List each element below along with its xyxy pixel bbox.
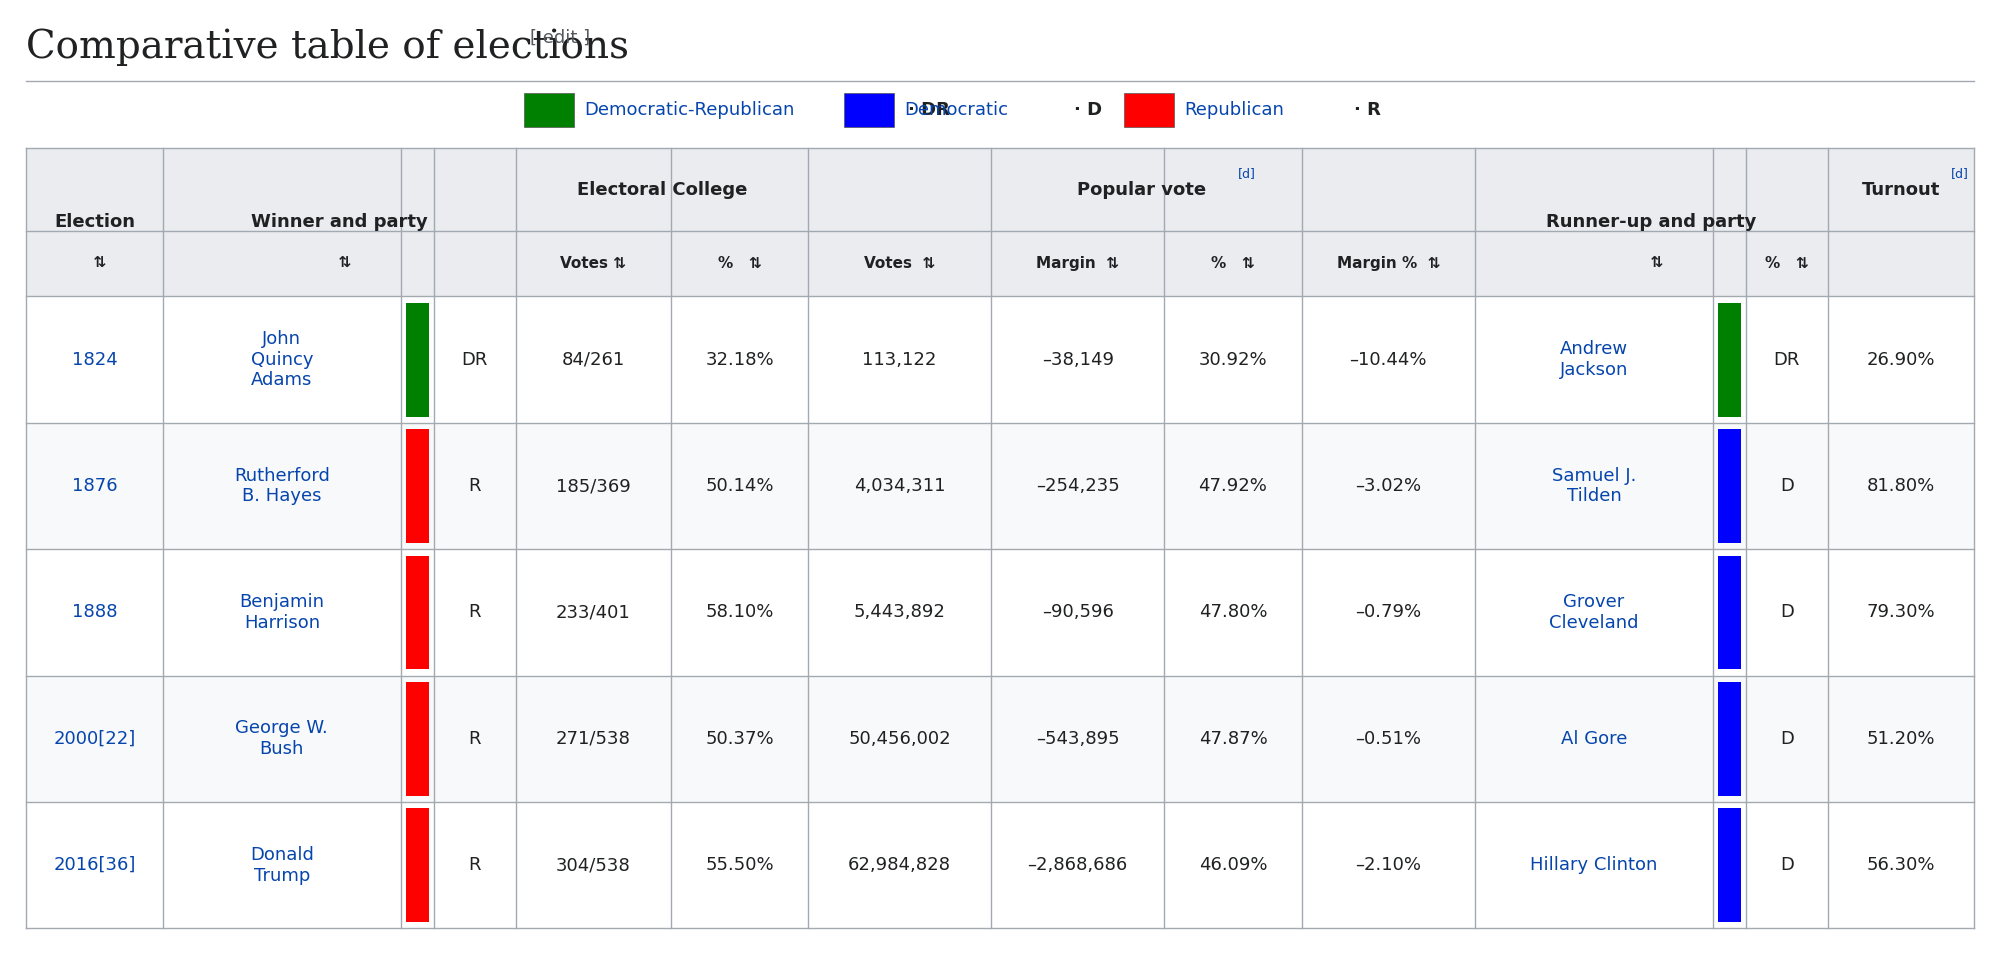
Text: –254,235: –254,235 — [1036, 477, 1120, 495]
Text: Donald
Trump: Donald Trump — [250, 846, 314, 884]
Text: 62,984,828: 62,984,828 — [848, 857, 950, 874]
Text: D: D — [1780, 730, 1794, 747]
Text: 185/369: 185/369 — [556, 477, 630, 495]
Text: 5,443,892: 5,443,892 — [854, 603, 946, 621]
Text: –10.44%: –10.44% — [1350, 350, 1428, 368]
Text: –0.51%: –0.51% — [1356, 730, 1422, 747]
Text: Andrew
Jackson: Andrew Jackson — [1560, 341, 1628, 379]
Text: 47.80%: 47.80% — [1198, 603, 1268, 621]
Text: · D: · D — [1074, 101, 1102, 119]
Text: 50.14%: 50.14% — [706, 477, 774, 495]
Text: Republican: Republican — [1184, 101, 1284, 119]
Text: Margin  ⇅: Margin ⇅ — [1036, 256, 1120, 271]
Text: Votes ⇅: Votes ⇅ — [560, 256, 626, 271]
Text: –2.10%: –2.10% — [1356, 857, 1422, 874]
Text: DR: DR — [462, 350, 488, 368]
Text: %   ⇅: % ⇅ — [718, 256, 762, 271]
Text: Margin %  ⇅: Margin % ⇅ — [1336, 256, 1440, 271]
Text: Hillary Clinton: Hillary Clinton — [1530, 857, 1658, 874]
Text: ⇅: ⇅ — [82, 256, 106, 271]
Text: 51.20%: 51.20% — [1866, 730, 1936, 747]
Text: 4,034,311: 4,034,311 — [854, 477, 946, 495]
Text: 81.80%: 81.80% — [1866, 477, 1936, 495]
Text: 47.92%: 47.92% — [1198, 477, 1268, 495]
Text: 304/538: 304/538 — [556, 857, 630, 874]
Text: Electoral College: Electoral College — [576, 181, 748, 199]
Text: DR: DR — [1774, 350, 1800, 368]
Text: Runner-up and party: Runner-up and party — [1546, 213, 1756, 232]
Text: 50,456,002: 50,456,002 — [848, 730, 950, 747]
Text: Rutherford
B. Hayes: Rutherford B. Hayes — [234, 467, 330, 505]
Text: D: D — [1780, 477, 1794, 495]
Text: –3.02%: –3.02% — [1356, 477, 1422, 495]
Text: Grover
Cleveland: Grover Cleveland — [1550, 593, 1638, 632]
Text: 79.30%: 79.30% — [1866, 603, 1936, 621]
Text: Samuel J.
Tilden: Samuel J. Tilden — [1552, 467, 1636, 505]
Text: Democratic-Republican: Democratic-Republican — [584, 101, 794, 119]
Text: [ edit ]: [ edit ] — [530, 29, 590, 47]
Text: Votes  ⇅: Votes ⇅ — [864, 256, 936, 271]
Text: Election: Election — [54, 213, 136, 232]
Text: 1824: 1824 — [72, 350, 118, 368]
Text: 1876: 1876 — [72, 477, 118, 495]
Text: 233/401: 233/401 — [556, 603, 630, 621]
Text: 1888: 1888 — [72, 603, 118, 621]
Text: R: R — [468, 603, 480, 621]
Text: · DR: · DR — [908, 101, 950, 119]
Text: 47.87%: 47.87% — [1198, 730, 1268, 747]
Text: 26.90%: 26.90% — [1866, 350, 1936, 368]
Text: 30.92%: 30.92% — [1198, 350, 1268, 368]
Text: Turnout: Turnout — [1862, 181, 1940, 199]
Text: –38,149: –38,149 — [1042, 350, 1114, 368]
Text: 113,122: 113,122 — [862, 350, 936, 368]
Text: 271/538: 271/538 — [556, 730, 630, 747]
Text: 2000[22]: 2000[22] — [54, 730, 136, 747]
Text: George W.
Bush: George W. Bush — [236, 720, 328, 758]
Text: –0.79%: –0.79% — [1356, 603, 1422, 621]
Text: ⇅: ⇅ — [1640, 256, 1664, 271]
Text: –90,596: –90,596 — [1042, 603, 1114, 621]
Text: D: D — [1780, 857, 1794, 874]
Text: Al Gore: Al Gore — [1560, 730, 1628, 747]
Text: Winner and party: Winner and party — [252, 213, 428, 232]
Text: R: R — [468, 857, 480, 874]
Text: Comparative table of elections: Comparative table of elections — [26, 29, 628, 66]
Text: –543,895: –543,895 — [1036, 730, 1120, 747]
Text: John
Quincy
Adams: John Quincy Adams — [250, 330, 314, 389]
Text: Benjamin
Harrison: Benjamin Harrison — [240, 593, 324, 632]
Text: 50.37%: 50.37% — [706, 730, 774, 747]
Text: D: D — [1780, 603, 1794, 621]
Text: R: R — [468, 477, 480, 495]
Text: –2,868,686: –2,868,686 — [1028, 857, 1128, 874]
Text: 46.09%: 46.09% — [1198, 857, 1268, 874]
Text: 84/261: 84/261 — [562, 350, 626, 368]
Text: %   ⇅: % ⇅ — [1212, 256, 1254, 271]
Text: [d]: [d] — [1238, 167, 1256, 180]
Text: 56.30%: 56.30% — [1866, 857, 1936, 874]
Text: Popular vote: Popular vote — [1078, 181, 1206, 199]
Text: 55.50%: 55.50% — [706, 857, 774, 874]
Text: Democratic: Democratic — [904, 101, 1008, 119]
Text: [d]: [d] — [1950, 167, 1968, 180]
Text: 32.18%: 32.18% — [706, 350, 774, 368]
Text: R: R — [468, 730, 480, 747]
Text: · R: · R — [1354, 101, 1380, 119]
Text: ⇅: ⇅ — [328, 256, 352, 271]
Text: 58.10%: 58.10% — [706, 603, 774, 621]
Text: 2016[36]: 2016[36] — [54, 857, 136, 874]
Text: %   ⇅: % ⇅ — [1764, 256, 1808, 271]
